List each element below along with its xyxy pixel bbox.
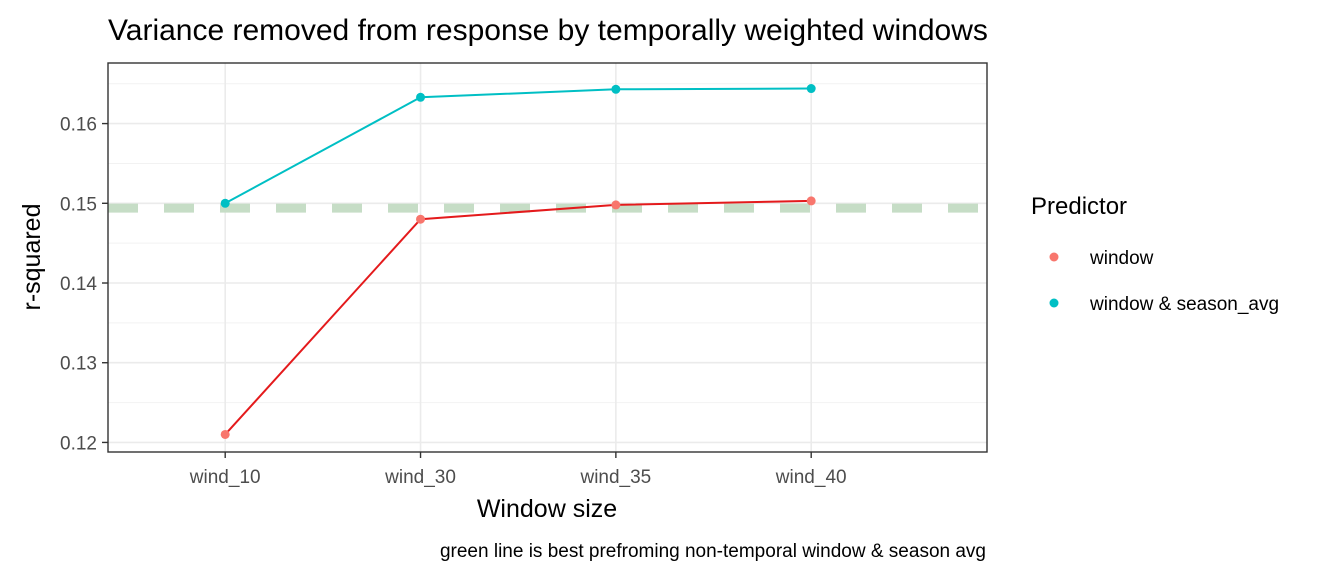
plot-panel	[107, 62, 988, 453]
y-tick-label: 0.15	[60, 194, 97, 215]
legend-label-0: window	[1089, 248, 1154, 269]
data-point-s1-0	[220, 198, 230, 208]
legend-key-1	[1049, 298, 1059, 308]
legend-title: Predictor	[1031, 193, 1127, 220]
data-point-s0-0	[220, 429, 230, 439]
data-point-s1-2	[611, 84, 621, 94]
legend-items: window window & season_avg	[1049, 248, 1279, 315]
y-tick-label: 0.12	[60, 433, 97, 454]
series-points	[220, 84, 816, 439]
y-axis-title: r-squared	[18, 204, 46, 311]
chart-caption: green line is best prefroming non-tempor…	[440, 541, 986, 562]
data-point-s0-1	[416, 214, 426, 224]
x-tick-label: wind_30	[384, 467, 456, 488]
x-axis-title: Window size	[477, 495, 617, 523]
panel-border	[107, 62, 988, 453]
data-point-s1-3	[806, 84, 816, 94]
y-axis: 0.12 0.13 0.14 0.15 0.16	[60, 115, 108, 454]
grid-minor	[108, 83, 987, 404]
x-axis: wind_10 wind_30 wind_35 wind_40	[189, 452, 847, 488]
chart-title: Variance removed from response by tempor…	[108, 14, 988, 47]
legend-key-0	[1049, 252, 1059, 262]
series-lines	[224, 87, 812, 436]
y-tick-label: 0.16	[60, 115, 97, 136]
y-tick-label: 0.13	[60, 354, 97, 375]
x-tick-label: wind_35	[579, 467, 651, 488]
legend-label-1: window & season_avg	[1089, 294, 1279, 315]
panel-background	[108, 63, 987, 452]
x-tick-label: wind_10	[189, 467, 261, 488]
data-point-s1-1	[416, 92, 426, 102]
x-tick-label: wind_40	[775, 467, 847, 488]
legend: Predictor window window & season_avg	[1031, 193, 1279, 315]
grid-major	[108, 63, 987, 452]
series-line-0	[224, 199, 812, 436]
y-tick-label: 0.14	[60, 274, 97, 295]
data-point-s0-2	[611, 200, 621, 210]
series-line-1	[224, 87, 812, 205]
data-point-s0-3	[806, 196, 816, 206]
